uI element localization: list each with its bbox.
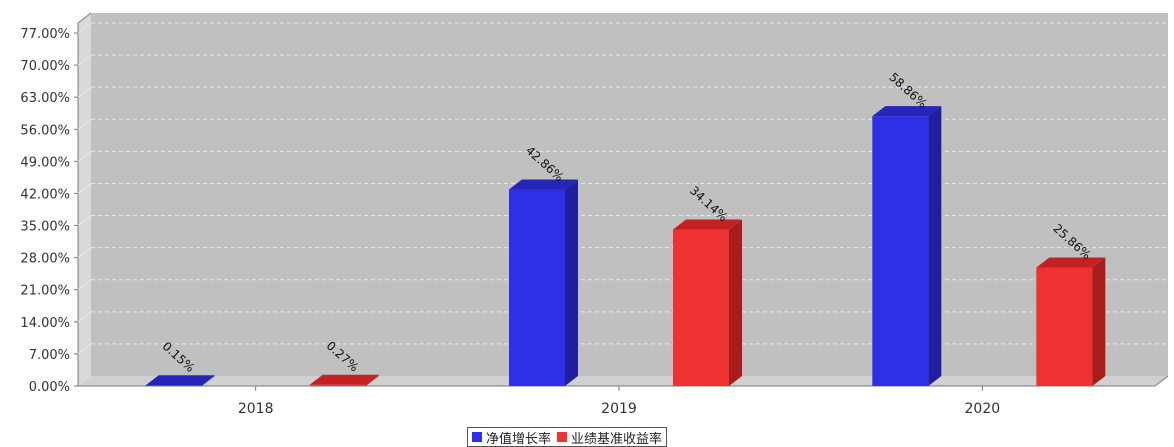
gridline-side — [77, 183, 92, 194]
y-tick-label: 28.00% — [20, 252, 70, 267]
bar-net-value-growth-2020 — [872, 106, 942, 386]
gridlines — [77, 22, 1168, 355]
gridline-side — [77, 22, 92, 34]
y-tick-label: 7.00% — [29, 348, 70, 363]
bars — [145, 106, 1106, 386]
legend-item-net-value-growth: 净值增长率 — [472, 428, 551, 447]
x-tick-label-2019: 2019 — [601, 401, 637, 417]
bar-benchmark-return-2018 — [309, 374, 379, 386]
y-tick-label: 63.00% — [20, 91, 70, 106]
y-tick-label: 42.00% — [20, 187, 70, 202]
y-axis-ticks: 0.00% 7.00% 14.00% 21.00% 28.00% 35.00% 42.00%… — [20, 27, 78, 395]
x-axis-end-edge — [1154, 375, 1169, 387]
legend: 净值增长率 业绩基准收益率 — [467, 427, 668, 447]
bar-benchmark-return-2020 — [1036, 257, 1106, 386]
gridline-side — [77, 118, 92, 130]
y-tick-label: 70.00% — [20, 59, 70, 74]
bar-benchmark-return-2019 — [673, 219, 742, 386]
gridline-side — [77, 311, 92, 323]
y-tick-label: 0.00% — [29, 380, 70, 395]
y-tick-label: 21.00% — [20, 284, 70, 299]
legend-swatch-red — [557, 432, 568, 442]
gridline-side — [77, 215, 92, 226]
x-tick-label-2020: 2020 — [965, 401, 1001, 417]
legend-label-net-value-growth: 净值增长率 — [486, 431, 552, 447]
x-axis: 2018 2019 2020 — [78, 375, 1169, 417]
y-tick-label: 35.00% — [20, 220, 70, 235]
gridline-side — [77, 343, 92, 355]
bar-net-value-growth-2018 — [145, 375, 215, 386]
gridline-side — [77, 54, 92, 66]
legend-item-benchmark-return: 业绩基准收益率 — [557, 428, 662, 447]
x-tick-label-2018: 2018 — [238, 401, 274, 417]
plot-floor — [78, 376, 1168, 386]
bar-net-value-growth-2019 — [509, 179, 578, 386]
y-tick-label: 56.00% — [20, 123, 70, 138]
y-axis-top-edge — [77, 12, 92, 24]
plot-background — [77, 12, 1168, 386]
gridline-side — [77, 86, 92, 98]
gridline-side — [77, 150, 92, 162]
y-tick-label: 14.00% — [20, 316, 70, 331]
gridline-side — [77, 279, 92, 291]
legend-label-benchmark-return: 业绩基准收益率 — [571, 431, 663, 447]
y-tick-label: 49.00% — [20, 155, 70, 170]
legend-swatch-blue — [472, 432, 482, 442]
y-tick-label: 77.00% — [20, 27, 70, 42]
plot-back-wall — [91, 13, 1168, 376]
plot-side-wall — [78, 13, 91, 386]
gridline-side — [77, 247, 92, 259]
